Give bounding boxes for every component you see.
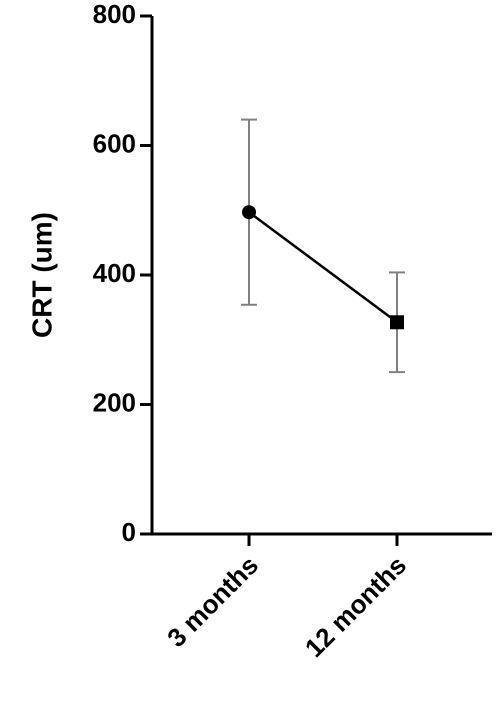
- line: [248, 211, 398, 324]
- x-tick-label: 12 months: [299, 550, 412, 663]
- marker: [242, 205, 256, 220]
- y-tick-label: 600: [93, 128, 136, 158]
- x-tick-label: 3 months: [161, 550, 264, 653]
- y-tick-label: 400: [93, 258, 136, 288]
- y-axis-label: CRT (um): [26, 212, 57, 338]
- y-tick-label: 0: [122, 517, 136, 547]
- y-tick-label: 200: [93, 387, 136, 417]
- marker: [390, 315, 404, 330]
- y-tick-label: 800: [93, 0, 136, 29]
